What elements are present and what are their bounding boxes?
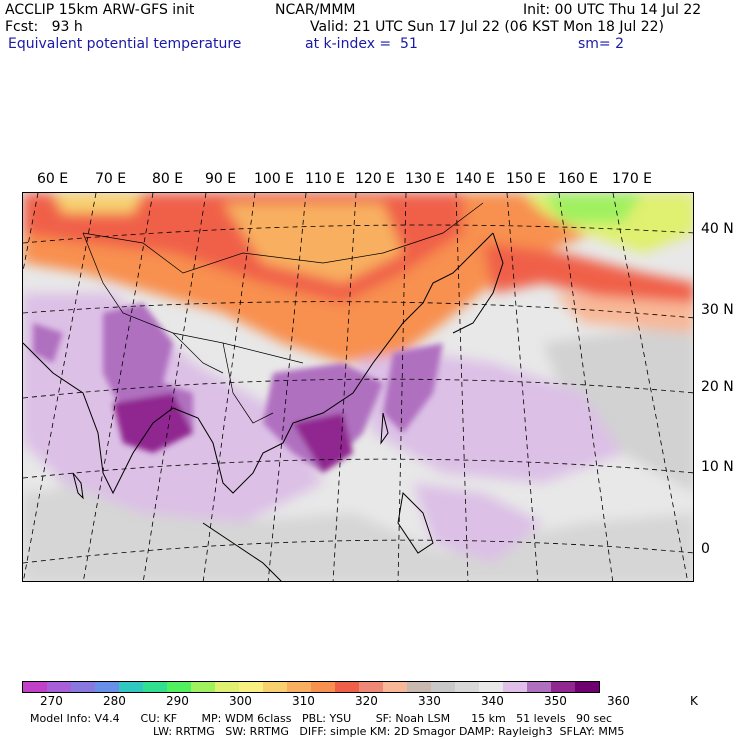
colorbar-segment [407, 682, 431, 692]
lat-label: 10 N [701, 459, 734, 475]
valid-time: Valid: 21 UTC Sun 17 Jul 22 (06 KST Mon … [310, 19, 664, 35]
colorbar-segment [335, 682, 359, 692]
coastlines [23, 232, 504, 581]
colorbar-tick-label: 300 [229, 694, 252, 708]
lon-label: 150 E [506, 171, 547, 187]
theta-e-map [23, 193, 693, 581]
lon-label: 110 E [305, 171, 346, 187]
init-time: Init: 00 UTC Thu 14 Jul 22 [523, 2, 702, 18]
colorbar-tick-label: 280 [103, 694, 126, 708]
lon-label: 60 E [37, 171, 69, 187]
colorbar [22, 681, 600, 693]
latitude-line [23, 301, 693, 319]
model-info-line1: Model Info: V4.4 CU: KF MP: WDM 6class P… [30, 712, 613, 725]
lat-label: 40 N [701, 221, 734, 237]
latitude-line [23, 458, 693, 479]
colorbar-tick-label: 350 [544, 694, 567, 708]
latitude-line [23, 224, 693, 244]
colorbar-segment [455, 682, 479, 692]
colorbar-segment [311, 682, 335, 692]
longitude-line [23, 193, 97, 581]
latitude-line [23, 539, 693, 564]
colorbar-segment [575, 682, 599, 692]
model-title: ACCLIP 15km ARW-GFS init [5, 2, 195, 18]
field-patches [23, 193, 693, 581]
longitude-line [332, 193, 357, 581]
colorbar-tick-label: 360 [607, 694, 630, 708]
colorbar-segment [239, 682, 263, 692]
colorbar-segment [215, 682, 239, 692]
colorbar-segment [263, 682, 287, 692]
lon-label: 160 E [558, 171, 599, 187]
forecast-hour: Fcst: 93 h [5, 19, 83, 35]
deep-purple-patches [33, 303, 443, 473]
longitude-line [23, 193, 39, 274]
colorbar-segment [383, 682, 407, 692]
longitude-line [82, 193, 154, 581]
colorbar-segment [47, 682, 71, 692]
longitude-line [612, 193, 689, 581]
lon-label: 70 E [95, 171, 127, 187]
colorbar-tick-label: 270 [40, 694, 63, 708]
lon-label: 90 E [205, 171, 237, 187]
field-name: Equivalent potential temperature [8, 36, 242, 52]
longitude-line [558, 193, 614, 581]
country-borders [82, 202, 484, 424]
lon-label: 100 E [254, 171, 295, 187]
latitude-line [23, 378, 693, 399]
longitude-line [142, 193, 207, 581]
longitude-line [397, 193, 407, 581]
longitude-line [455, 193, 469, 581]
colorbar-segment [119, 682, 143, 692]
colorbar-segment [479, 682, 503, 692]
longitude-line [506, 193, 539, 581]
colorbar-segment [359, 682, 383, 692]
lon-label: 130 E [405, 171, 446, 187]
lon-label: 140 E [455, 171, 496, 187]
graticule [23, 193, 693, 581]
lon-label: 80 E [152, 171, 184, 187]
longitude-line [267, 193, 307, 581]
lon-label: 120 E [355, 171, 396, 187]
colorbar-segment [431, 682, 455, 692]
colorbar-segment [191, 682, 215, 692]
colorbar-segment [71, 682, 95, 692]
model-info-line2: LW: RRTMG SW: RRTMG DIFF: simple KM: 2D … [153, 725, 625, 738]
colorbar-tick-label: 340 [481, 694, 504, 708]
level-label: at k-index = 51 [305, 36, 418, 52]
colorbar-segment [503, 682, 527, 692]
colorbar-tick-label: 320 [355, 694, 378, 708]
lat-label: 20 N [701, 379, 734, 395]
longitude-line [202, 193, 256, 581]
colorbar-segment [23, 682, 47, 692]
colorbar-segment [143, 682, 167, 692]
colorbar-segment [551, 682, 575, 692]
colorbar-segment [167, 682, 191, 692]
institution-label: NCAR/MMM [275, 2, 356, 18]
colorbar-segment [287, 682, 311, 692]
lat-label: 30 N [701, 302, 734, 318]
lon-label: 170 E [612, 171, 653, 187]
smoothing-label: sm= 2 [578, 36, 625, 52]
colorbar-segment [95, 682, 119, 692]
colorbar-segment [527, 682, 551, 692]
lat-label: 0 [701, 541, 710, 557]
map-panel [22, 192, 694, 582]
colorbar-tick-label: 330 [418, 694, 441, 708]
colorbar-unit: K [690, 694, 698, 708]
colorbar-tick-label: 310 [292, 694, 315, 708]
colorbar-tick-label: 290 [166, 694, 189, 708]
